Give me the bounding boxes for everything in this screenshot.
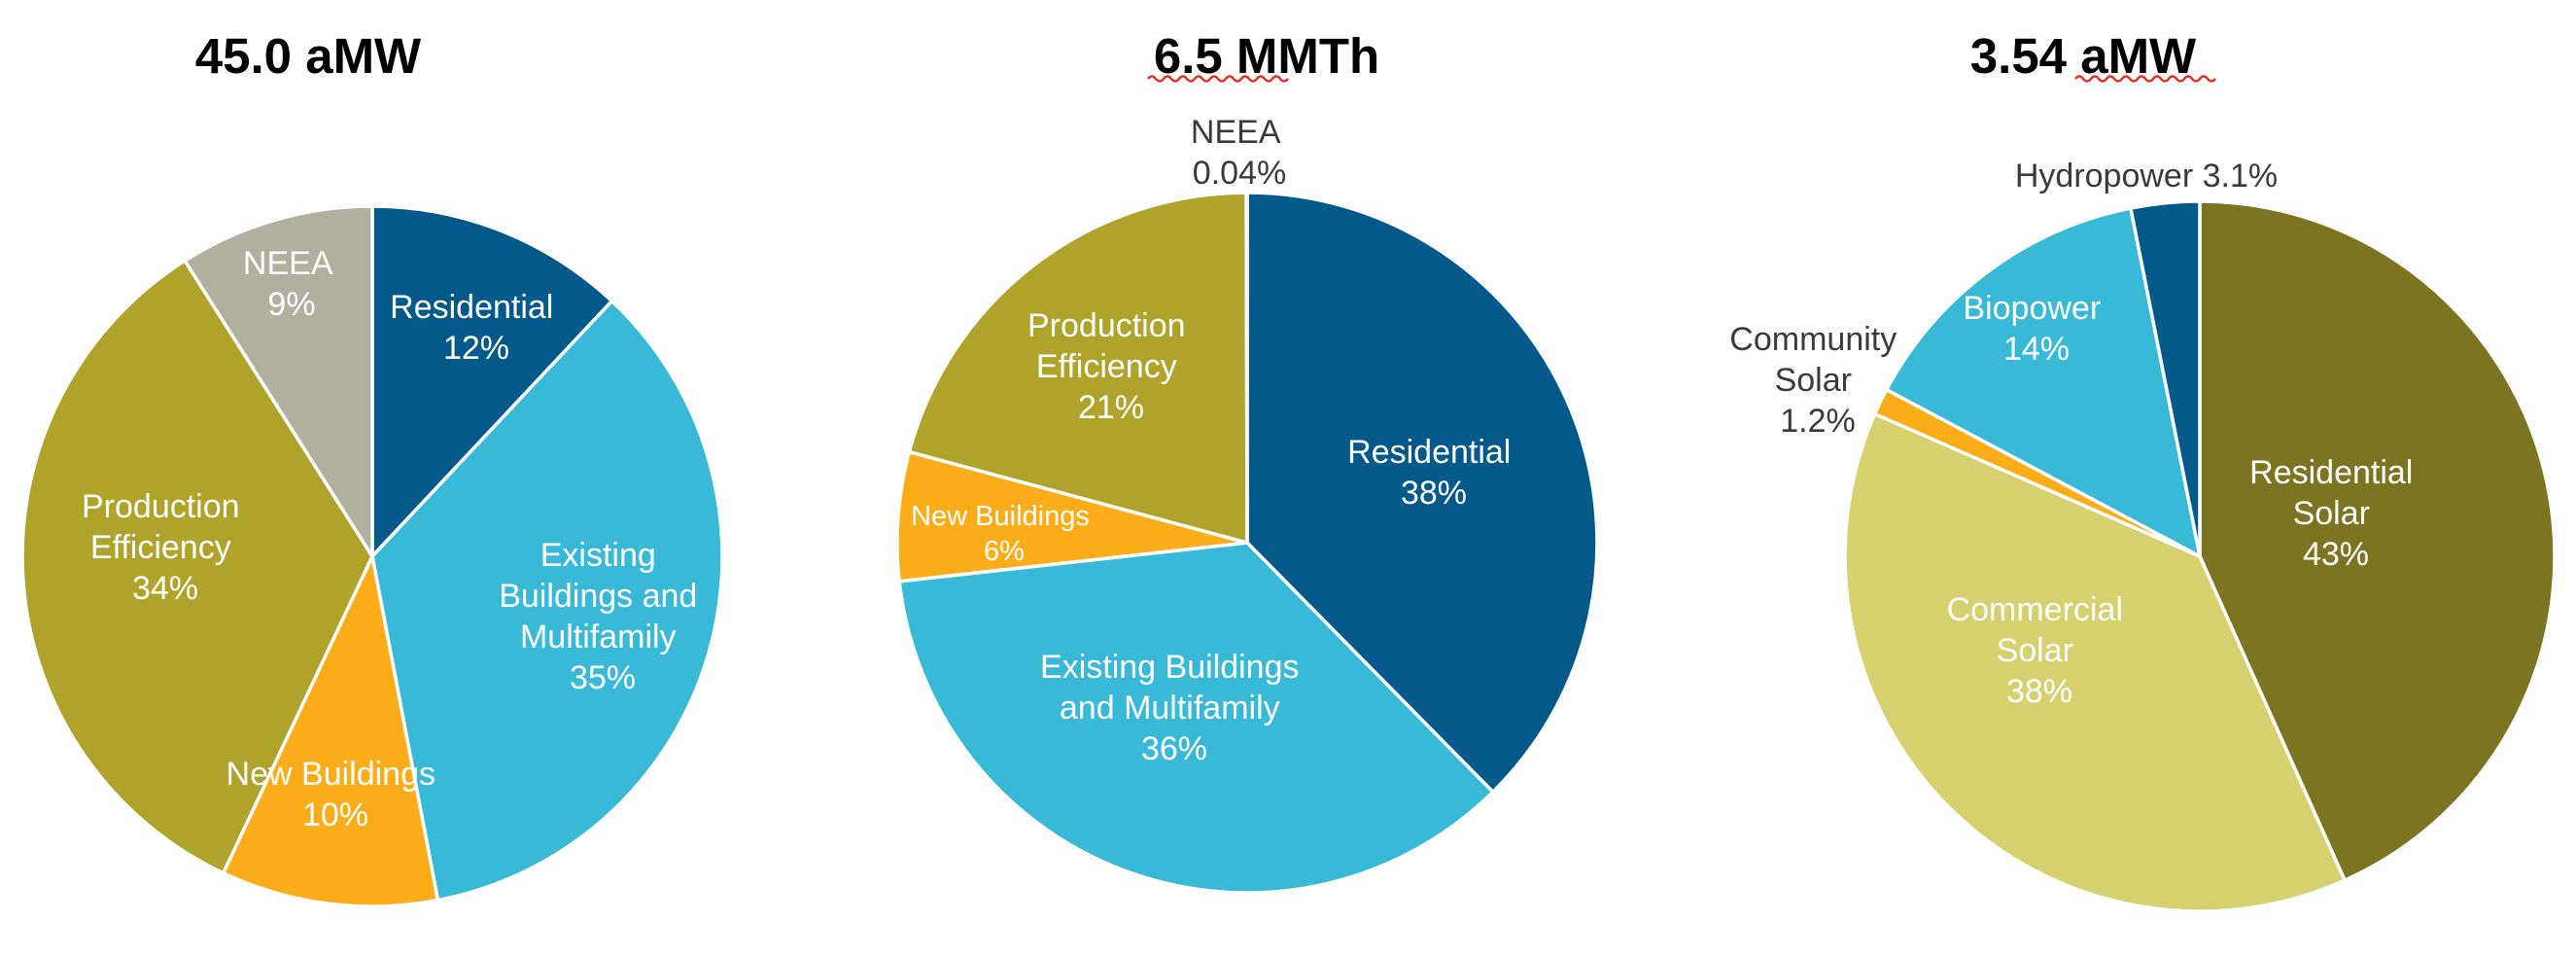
chart-3-label-commercial-solar-value: 38% — [2006, 673, 2072, 710]
chart-1-slice-neea — [182, 204, 374, 563]
chart-2-slice-new-buildings — [895, 449, 1248, 584]
chart-2-label-residential: Residential 38% — [1347, 434, 1520, 512]
chart-2-label-production-efficiency: Production Efficiency 21% — [1027, 307, 1195, 426]
chart-1-title: 45.0 aMW — [195, 28, 422, 84]
chart-1-label-neea-value: 9% — [267, 286, 315, 323]
chart-3-label-residential-solar: Residential Solar 43% — [2249, 454, 2422, 573]
chart-3-label-biopower-value: 14% — [2003, 331, 2070, 368]
chart-2-label-existing-buildings-value: 36% — [1141, 730, 1207, 767]
chart-3-labels: Residential Solar 43% Commercial Solar 3… — [1729, 158, 2422, 710]
chart-2-title-spellcheck-underline — [1147, 75, 1289, 83]
chart-3-slice-residential-solar — [2198, 199, 2557, 883]
chart-3-label-hydropower: Hydropower 3.1% — [2015, 158, 2278, 195]
pie-chart-2: 6.5 MMTh Residential 38% Existing Buildi… — [895, 28, 1599, 895]
chart-2-title: 6.5 MMTh — [1154, 28, 1379, 84]
chart-2-label-production-efficiency-value: 21% — [1078, 389, 1144, 426]
chart-3-label-hydropower-value: 3.1% — [2203, 158, 2279, 195]
chart-3-slice-commercial-solar — [1843, 411, 2348, 913]
chart-1-label-residential-value: 12% — [443, 330, 509, 367]
chart-3-label-biopower-name: Biopower — [1963, 290, 2101, 327]
chart-1-label-existing-buildings-line1: Existing — [540, 537, 656, 574]
chart-1-label-new-buildings-name: New Buildings — [226, 756, 435, 793]
chart-2-label-residential-value: 38% — [1401, 475, 1467, 512]
chart-3-label-community-solar-line1: Community — [1729, 321, 1897, 358]
chart-2-slice-residential — [1245, 191, 1599, 795]
chart-1-label-existing-buildings: Existing Buildings and Multifamily 35% — [499, 537, 707, 696]
chart-1-label-residential: Residential 12% — [390, 289, 563, 367]
chart-3-label-hydropower-name: Hydropower — [2015, 158, 2193, 195]
chart-2-slices — [895, 191, 1599, 895]
chart-2-slice-existing-buildings-and-multifamily — [897, 541, 1496, 895]
chart-2-label-new-buildings-value: 6% — [984, 536, 1025, 567]
chart-2-label-new-buildings-name: New Buildings — [911, 501, 1090, 532]
chart-1-label-new-buildings-value: 10% — [302, 797, 368, 833]
chart-3-label-commercial-solar: Commercial Solar 38% — [1947, 591, 2133, 710]
chart-3-label-community-solar-value: 1.2% — [1780, 403, 1856, 440]
chart-3-title-spellcheck-underline — [2074, 75, 2216, 83]
chart-3-slices — [1843, 199, 2557, 913]
chart-2-slice-neea — [1244, 191, 1249, 544]
chart-1-slice-existing-buildings-and-multifamily — [370, 299, 724, 903]
chart-1-slices — [20, 204, 724, 908]
pie-chart-1: 45.0 aMW Residential 12% Existing Buildi… — [20, 28, 724, 908]
chart-3-slice-hydropower — [2128, 199, 2202, 557]
chart-1-label-new-buildings: New Buildings 10% — [226, 756, 445, 833]
chart-2-label-existing-buildings-line1: Existing Buildings — [1040, 649, 1299, 686]
chart-1-slice-residential — [370, 204, 614, 561]
chart-2-label-neea-value: 0.04% — [1193, 155, 1286, 192]
chart-2-label-residential-name: Residential — [1347, 434, 1511, 471]
chart-1-labels: Residential 12% Existing Buildings and M… — [82, 245, 707, 833]
chart-3-label-commercial-solar-line1: Commercial — [1947, 591, 2123, 628]
chart-1-label-production-efficiency-line1: Production — [82, 488, 240, 525]
chart-2-label-production-efficiency-line1: Production — [1027, 307, 1186, 344]
chart-2-slice-production-efficiency — [907, 191, 1249, 546]
chart-1-label-existing-buildings-line3: Multifamily — [520, 619, 677, 656]
chart-1-slice-production-efficiency — [20, 258, 374, 876]
chart-3-label-biopower: Biopower 14% — [1963, 290, 2109, 368]
chart-3-label-community-solar: Community Solar 1.2% — [1729, 321, 1905, 440]
chart-2-label-existing-buildings: Existing Buildings and Multifamily 36% — [1040, 649, 1308, 767]
chart-3-label-residential-solar-value: 43% — [2303, 536, 2369, 573]
chart-1-label-production-efficiency-line2: Efficiency — [90, 529, 231, 566]
chart-1-label-existing-buildings-value: 35% — [570, 659, 636, 696]
pie-chart-3: 3.54 aMW Residential Solar 43% Commercia… — [1729, 28, 2557, 913]
chart-2-label-neea-name: NEEA — [1191, 114, 1281, 151]
chart-3-label-residential-solar-line1: Residential — [2249, 454, 2413, 491]
chart-3-label-commercial-solar-line2: Solar — [1997, 632, 2073, 669]
chart-3-title: 3.54 aMW — [1970, 28, 2197, 84]
chart-2-label-production-efficiency-line2: Efficiency — [1036, 348, 1177, 385]
chart-3-label-residential-solar-line2: Solar — [2293, 495, 2370, 532]
chart-3-slice-biopower — [1884, 205, 2203, 560]
chart-2-label-new-buildings: New Buildings 6% — [911, 501, 1097, 567]
chart-2-labels: Residential 38% Existing Buildings and M… — [911, 114, 1520, 767]
chart-2-label-neea: NEEA 0.04% — [1191, 114, 1288, 192]
chart-1-label-production-efficiency: Production Efficiency 34% — [82, 488, 249, 607]
chart-3-label-community-solar-line2: Solar — [1775, 362, 1852, 399]
chart-1-label-production-efficiency-value: 34% — [132, 570, 198, 607]
chart-1-label-residential-name: Residential — [390, 289, 553, 326]
chart-1-label-neea: NEEA 9% — [243, 245, 340, 323]
chart-1-label-neea-name: NEEA — [243, 245, 333, 282]
chart-1-label-existing-buildings-line2: Buildings and — [499, 578, 697, 615]
chart-2-label-existing-buildings-line2: and Multifamily — [1060, 690, 1280, 727]
chart-1-slice-new-buildings — [221, 550, 440, 908]
